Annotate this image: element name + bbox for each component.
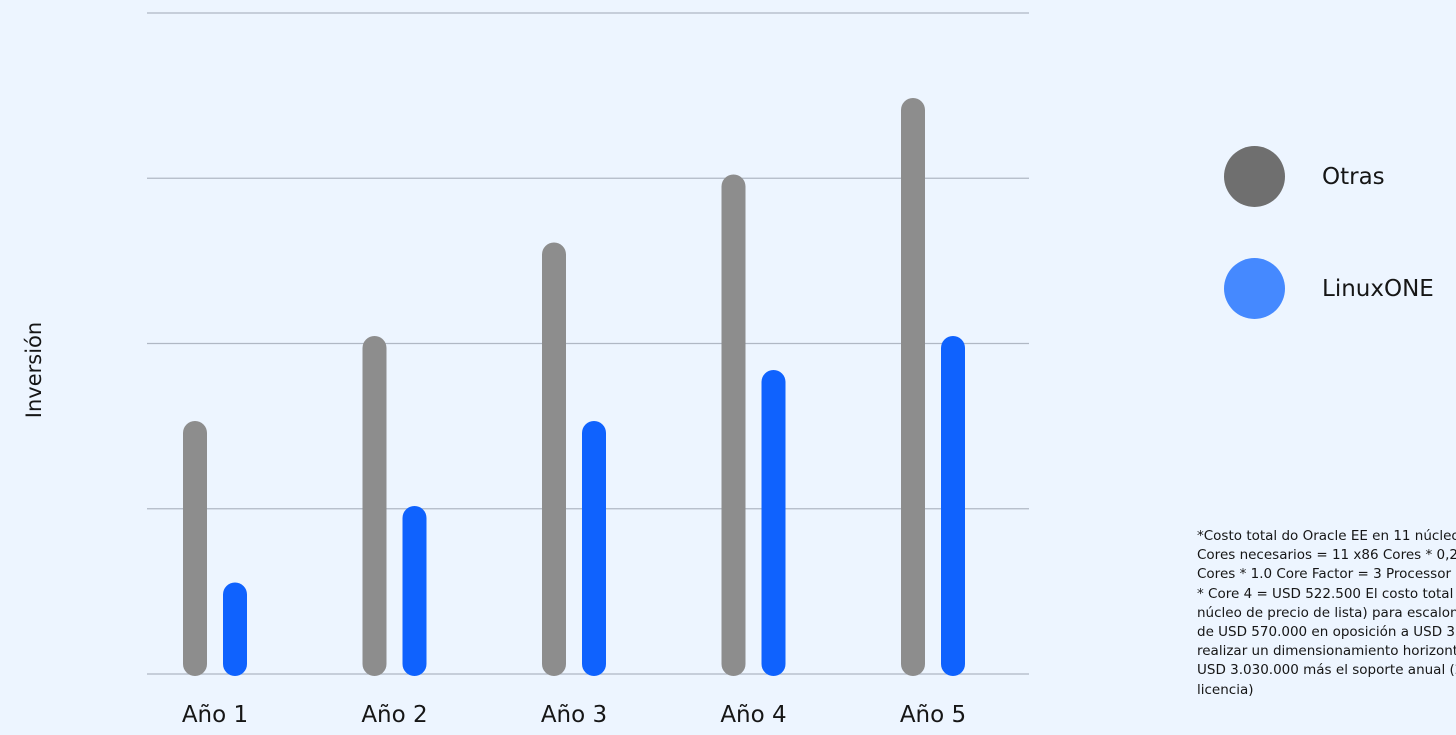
gridlines xyxy=(147,12,1029,675)
footnote: *Costo total do Oracle EE en 11 núcleos … xyxy=(1197,528,1456,698)
x-tick-label: Año 5 xyxy=(900,702,966,728)
x-tick-label: Año 3 xyxy=(541,702,607,728)
legend-label-otras: Otras xyxy=(1322,163,1385,190)
legend-swatch-otras xyxy=(1224,146,1285,207)
bar-otras-2 xyxy=(362,336,387,676)
bar-otras-5 xyxy=(901,98,925,676)
bar-linuxone-5 xyxy=(941,336,965,676)
legend-item-otras: Otras xyxy=(1224,146,1385,207)
legend-label-linuxone: LinuxONE xyxy=(1322,275,1434,302)
x-tick-label: Año 4 xyxy=(720,702,786,728)
bar-linuxone-3 xyxy=(582,421,606,676)
bars xyxy=(183,98,965,676)
legend-swatch-linuxone xyxy=(1224,258,1285,319)
x-axis-ticks: Año 1 Año 2 Año 3 Año 4 Año 5 xyxy=(182,702,966,728)
legend-item-linuxone: LinuxONE xyxy=(1224,258,1434,319)
y-axis-label: Inversión xyxy=(22,321,46,419)
bar-otras-1 xyxy=(183,421,207,676)
x-tick-label: Año 2 xyxy=(361,702,427,728)
bar-linuxone-4 xyxy=(761,370,786,676)
bar-otras-3 xyxy=(542,242,566,676)
bar-linuxone-2 xyxy=(402,506,427,676)
x-tick-label: Año 1 xyxy=(182,702,248,728)
bar-linuxone-1 xyxy=(223,582,247,676)
bar-otras-4 xyxy=(721,174,746,676)
